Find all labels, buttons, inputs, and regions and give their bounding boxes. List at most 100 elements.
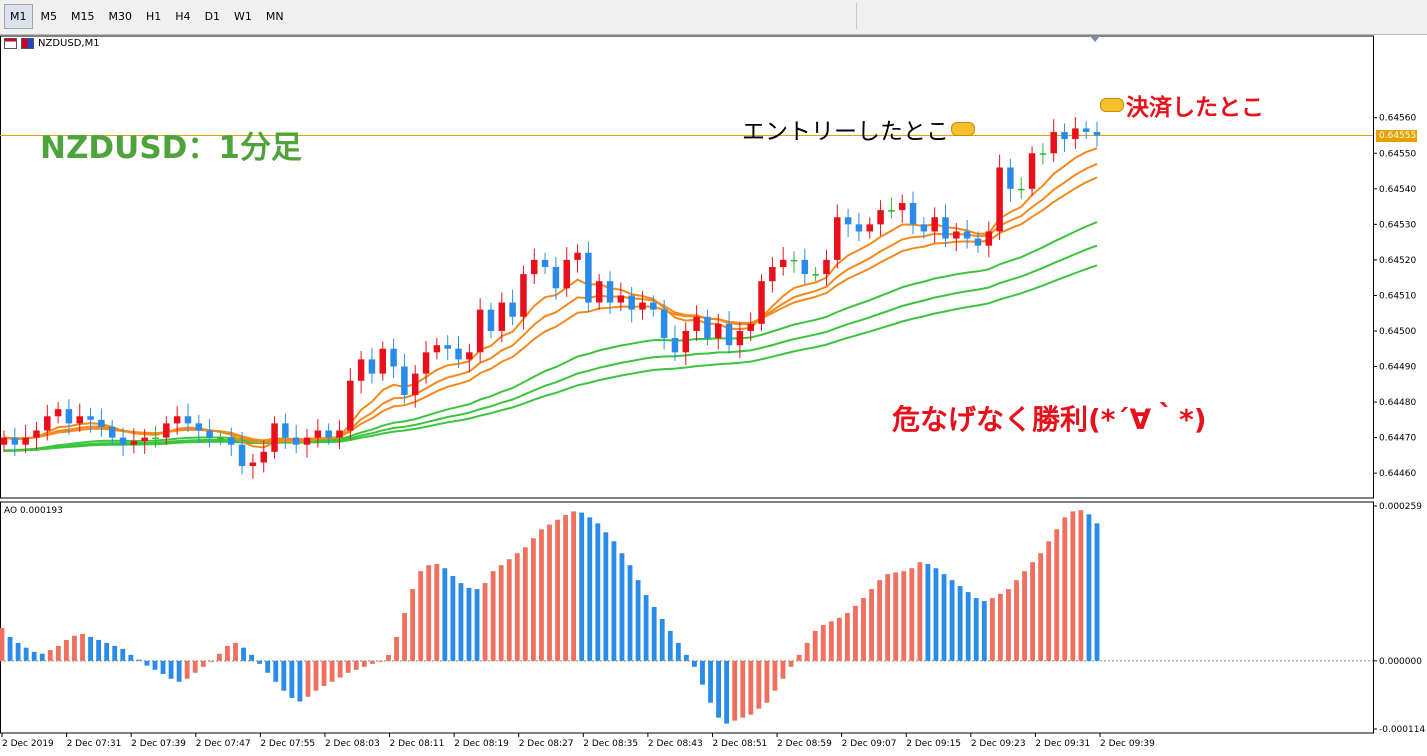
y-tick-label: 0.64460 — [1379, 469, 1416, 479]
ao-bar — [1078, 510, 1084, 661]
ao-bar — [458, 583, 464, 661]
ao-bar — [772, 660, 778, 691]
candle-body — [704, 316, 711, 339]
ema-slow-line-2 — [3, 244, 1098, 452]
ao-bar — [522, 547, 528, 661]
ao-bar — [361, 660, 367, 667]
pointing-hand-icon — [1100, 98, 1124, 112]
ao-bar — [1046, 541, 1052, 661]
candle-body — [834, 217, 841, 260]
candle-body — [238, 444, 246, 467]
ao-bar — [748, 660, 754, 715]
x-tick-label: 2 Dec 08:59 — [777, 739, 832, 749]
ema-slow-line-1 — [3, 221, 1098, 452]
annotation-result: 危なげなく勝利(*´∀｀*) — [892, 403, 1207, 436]
timeframe-m30[interactable]: M30 — [108, 9, 133, 23]
ao-bar — [80, 633, 85, 661]
ao-bar — [225, 645, 230, 661]
ao-bar — [941, 574, 947, 661]
ao-bar — [353, 660, 359, 670]
ao-bar — [241, 647, 246, 661]
ao-chart-frame — [0, 501, 1374, 734]
y-tick-label: 0.64490 — [1379, 363, 1416, 373]
timeframe-m15[interactable]: M15 — [71, 9, 95, 23]
timeframe-m5[interactable]: M5 — [40, 9, 58, 23]
ao-bar — [917, 562, 923, 661]
ao-bar — [426, 565, 432, 661]
candle-body — [563, 259, 570, 289]
ao-bar — [708, 660, 713, 703]
ao-bar — [192, 660, 198, 673]
ao-bar — [1070, 511, 1076, 661]
timeframe-h1[interactable]: H1 — [146, 9, 162, 23]
candle-body — [401, 366, 408, 395]
ao-bar — [96, 639, 102, 661]
timeframe-w1[interactable]: W1 — [234, 9, 252, 23]
chart-title-text: NZDUSD,M1 — [38, 38, 100, 49]
y-tick-label: 0.64520 — [1379, 256, 1416, 266]
ao-bar — [289, 660, 295, 698]
ao-bar — [1038, 553, 1044, 661]
ao-bar — [47, 650, 53, 661]
ao-bar — [603, 532, 609, 661]
timeframe-mn[interactable]: MN — [265, 9, 284, 23]
timeframe-h4[interactable]: H4 — [175, 9, 191, 23]
ao-bar — [700, 660, 705, 685]
candle-body — [379, 348, 387, 374]
x-tick-label: 2 Dec 08:11 — [390, 739, 445, 749]
ao-bar — [764, 660, 770, 703]
candle-body — [303, 437, 311, 445]
ao-bar — [31, 651, 37, 661]
candle-body — [87, 416, 94, 420]
candle-body — [271, 423, 278, 452]
candle-body — [595, 281, 603, 303]
candle-body — [541, 259, 549, 267]
candle-body — [455, 348, 462, 360]
ao-bar — [434, 563, 440, 661]
ao-bar — [410, 589, 416, 661]
ao-bar — [1014, 580, 1019, 661]
x-tick-label: 2 Dec 08:03 — [325, 739, 380, 749]
ao-bar — [249, 654, 255, 661]
candle-body — [152, 437, 159, 440]
ao-bar — [160, 660, 166, 674]
ao-bar — [844, 613, 850, 661]
x-tick-label: 2 Dec 08:19 — [454, 739, 509, 749]
ao-bar — [836, 617, 842, 661]
candle-body — [22, 437, 29, 445]
ao-bar — [530, 538, 536, 661]
x-tick-label: 2 Dec 07:55 — [260, 739, 315, 749]
ao-bar — [39, 653, 45, 661]
candle-body — [823, 259, 830, 275]
ao-bar — [168, 660, 174, 679]
candle-body — [1082, 128, 1090, 132]
ema-fast-line-3 — [3, 176, 1098, 442]
ao-bar — [547, 524, 552, 661]
ao-bar — [820, 624, 826, 661]
ao-bar — [136, 659, 142, 661]
ao-bar — [1094, 523, 1100, 661]
timeframe-m1[interactable]: M1 — [4, 3, 33, 29]
ao-bar — [345, 660, 351, 673]
ao-bar — [587, 517, 593, 661]
y-tick-label: 0.64560 — [1379, 114, 1416, 124]
timeframe-d1[interactable]: D1 — [204, 9, 221, 23]
ao-y-tick-label: 0.000000 — [1379, 657, 1422, 667]
candle-body — [141, 437, 148, 442]
candle-body — [866, 224, 873, 232]
ao-bar — [651, 607, 657, 661]
x-tick-label: 2 Dec 09:15 — [906, 739, 961, 749]
ao-bar — [885, 574, 891, 661]
ao-bar — [740, 660, 746, 718]
x-tick-label: 2 Dec 07:47 — [196, 739, 251, 749]
ao-bar — [482, 583, 488, 661]
x-tick-label: 2 Dec 09:07 — [842, 739, 897, 749]
ao-y-tick-label: -0.000114 — [1379, 725, 1425, 735]
candle-body — [65, 409, 73, 424]
ema-slow-line-3 — [3, 264, 1098, 452]
timeframe-bar: M1 M5 M15 M30 H1 H4 D1 W1 MN — [0, 3, 857, 29]
ao-bar — [88, 636, 93, 661]
candle-body — [54, 409, 62, 417]
ao-bar — [321, 660, 327, 686]
